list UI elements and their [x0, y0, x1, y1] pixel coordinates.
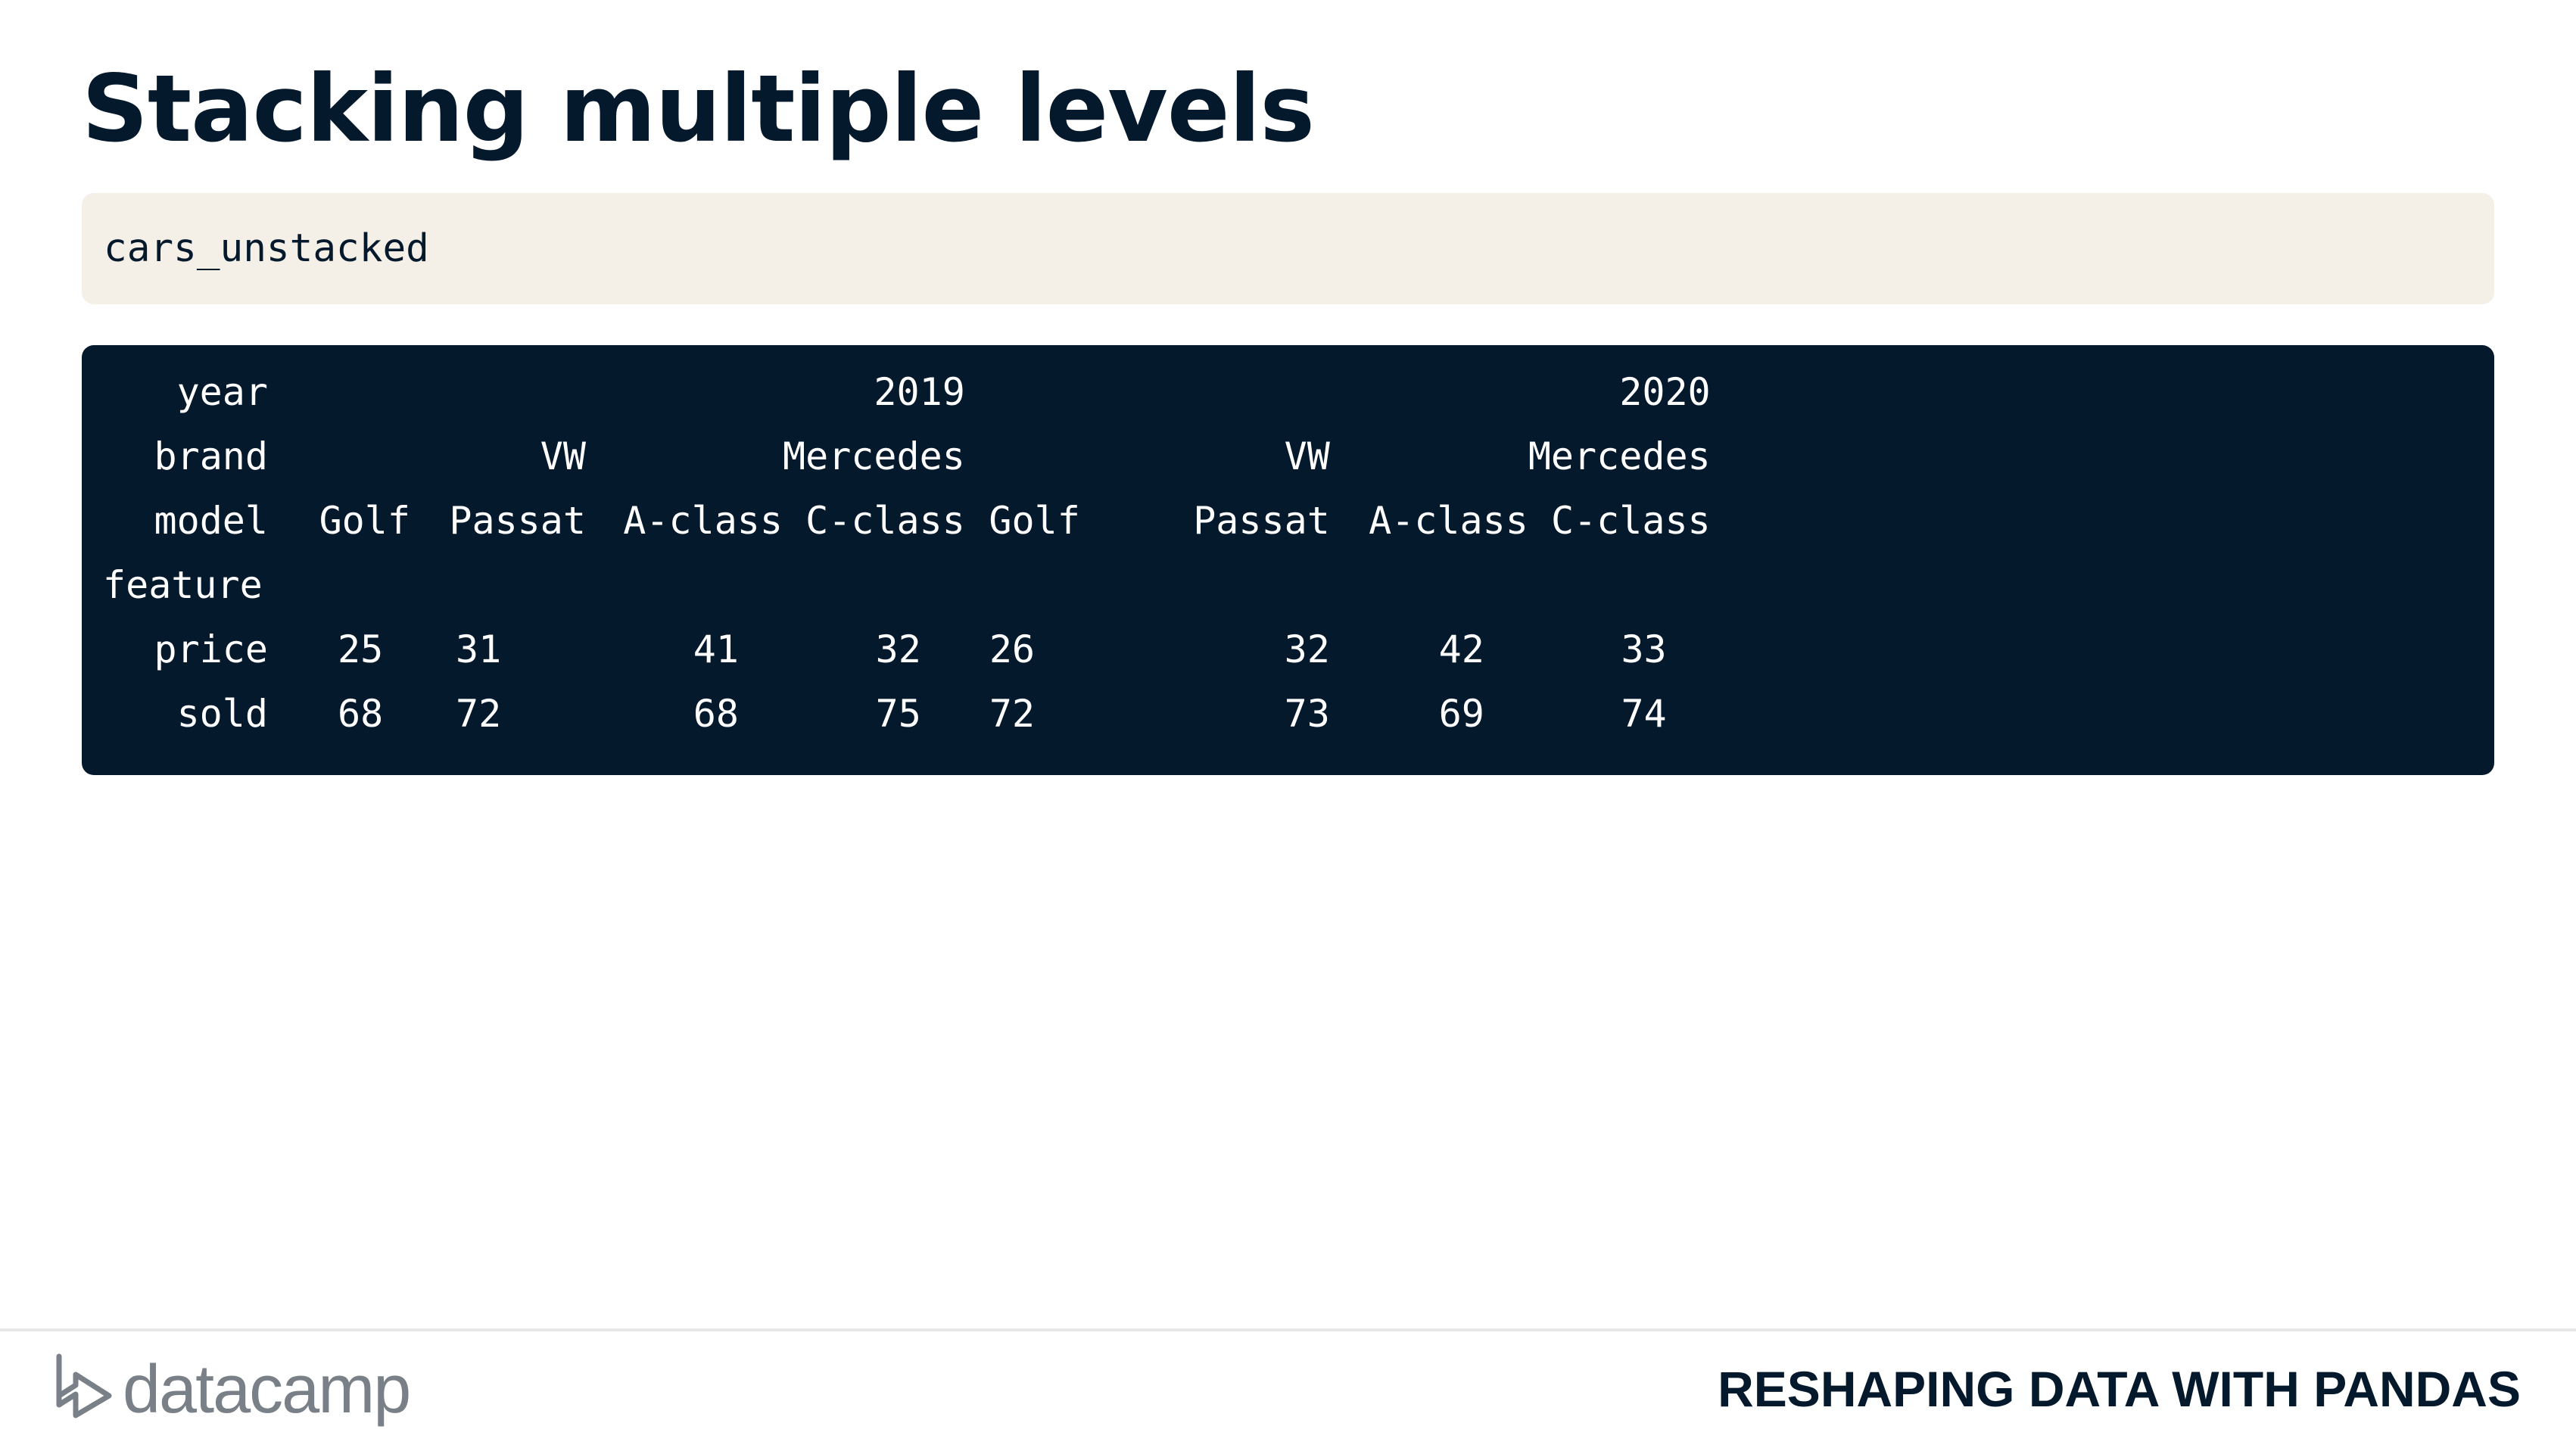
header-cell: [965, 425, 1080, 489]
header-row-year: year 2019 2020: [103, 360, 1711, 425]
model-label: Passat: [1193, 499, 1330, 543]
data-cell: 69: [1438, 692, 1484, 736]
header-cell: [965, 553, 1080, 618]
data-cell: 41: [693, 627, 739, 671]
header-row-feature: feature: [103, 553, 1711, 618]
header-cell: [1528, 553, 1711, 618]
brand-label-mercedes: Mercedes: [783, 434, 965, 478]
header-row-model: model Golf Passat A-class C-class Golf P…: [103, 489, 1711, 553]
header-cell: [268, 425, 410, 489]
data-cell: 68: [693, 692, 739, 736]
data-row-sold: sold 68 72 68 75 72 73 69 74: [103, 682, 1711, 746]
brand-label-mercedes: Mercedes: [1528, 434, 1711, 478]
index-name-label: feature: [103, 563, 263, 607]
datacamp-mark-icon: [56, 1353, 112, 1418]
data-row-price: price 25 31 41 32 26 32 42 33: [103, 618, 1711, 682]
header-cell: [586, 553, 783, 618]
data-cell: 68: [338, 692, 384, 736]
brand-label-vw: VW: [1284, 434, 1330, 478]
row-label: sold: [176, 692, 268, 736]
row-label: price: [154, 627, 268, 671]
data-cell: 31: [456, 627, 502, 671]
footer-divider: [0, 1328, 2576, 1331]
header-cell: [1080, 553, 1330, 618]
data-cell: 72: [456, 692, 502, 736]
course-name: RESHAPING DATA WITH PANDAS: [1718, 1361, 2521, 1417]
header-cell: [1080, 360, 1330, 425]
dataframe-output-table: year 2019 2020 brand VW Mercedes VW: [103, 360, 1711, 746]
header-cell: [965, 360, 1080, 425]
model-label: C-class: [1550, 499, 1711, 543]
header-cell: [268, 553, 410, 618]
output-cell: year 2019 2020 brand VW Mercedes VW: [82, 345, 2494, 775]
data-cell: 72: [989, 692, 1036, 736]
header-cell: [586, 425, 783, 489]
header-cell: [1330, 360, 1528, 425]
datacamp-logo: datacamp: [53, 1350, 411, 1429]
header-row-brand: brand VW Mercedes VW Mercedes: [103, 425, 1711, 489]
header-cell: [783, 553, 965, 618]
data-cell: 42: [1438, 627, 1484, 671]
data-cell: 26: [989, 627, 1036, 671]
model-label: A-class: [1369, 499, 1528, 543]
data-cell: 32: [1284, 627, 1330, 671]
data-cell: 25: [338, 627, 384, 671]
slide-title: Stacking multiple levels: [82, 55, 1315, 163]
year-label-2019: 2019: [874, 370, 965, 414]
data-cell: 33: [1621, 627, 1667, 671]
header-cell: [586, 360, 783, 425]
data-cell: 75: [875, 692, 921, 736]
row-label: brand: [154, 434, 268, 478]
header-cell: [410, 553, 586, 618]
row-label: model: [154, 499, 268, 543]
code-input-cell[interactable]: cars_unstacked: [82, 193, 2494, 304]
header-cell: [268, 360, 410, 425]
model-label: Golf: [989, 499, 1080, 543]
model-label: A-class: [623, 499, 783, 543]
data-cell: 73: [1284, 692, 1330, 736]
logo-wordmark: datacamp: [123, 1351, 411, 1428]
model-label: Golf: [319, 499, 410, 543]
row-label: year: [176, 370, 268, 414]
data-cell: 32: [875, 627, 921, 671]
header-cell: [1330, 553, 1528, 618]
model-label: Passat: [449, 499, 586, 543]
data-cell: 74: [1621, 692, 1667, 736]
year-label-2020: 2020: [1619, 370, 1711, 414]
header-cell: [410, 360, 586, 425]
model-label: C-class: [805, 499, 965, 543]
header-cell: [1330, 425, 1528, 489]
brand-label-vw: VW: [540, 434, 586, 478]
